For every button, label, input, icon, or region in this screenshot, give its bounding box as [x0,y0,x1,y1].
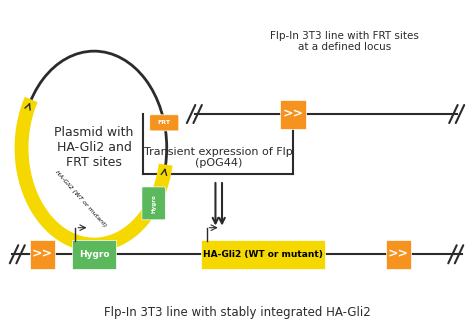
FancyBboxPatch shape [150,115,179,131]
Text: Plasmid with
HA-Gli2 and
FRT sites: Plasmid with HA-Gli2 and FRT sites [55,126,134,169]
Text: HA-Gli2 (WT or mutant): HA-Gli2 (WT or mutant) [203,250,323,259]
Text: >>: >> [388,248,409,261]
Text: Flp-In 3T3 line with stably integrated HA-Gli2: Flp-In 3T3 line with stably integrated H… [104,306,370,319]
Text: >>: >> [283,108,304,120]
FancyBboxPatch shape [30,240,55,269]
FancyBboxPatch shape [280,99,306,129]
FancyBboxPatch shape [386,240,411,269]
Text: >>: >> [32,248,53,261]
FancyBboxPatch shape [72,240,116,269]
Text: Hygro: Hygro [79,250,109,259]
Text: HA-Gli2 (WT or mutant): HA-Gli2 (WT or mutant) [54,170,107,228]
FancyBboxPatch shape [201,240,325,269]
FancyBboxPatch shape [142,187,165,220]
Text: Hygro: Hygro [151,194,156,213]
Text: FRT: FRT [158,120,171,125]
Text: Transient expression of Flp
(pOG44): Transient expression of Flp (pOG44) [144,147,292,168]
Text: Flp-In 3T3 line with FRT sites
at a defined locus: Flp-In 3T3 line with FRT sites at a defi… [270,31,419,52]
